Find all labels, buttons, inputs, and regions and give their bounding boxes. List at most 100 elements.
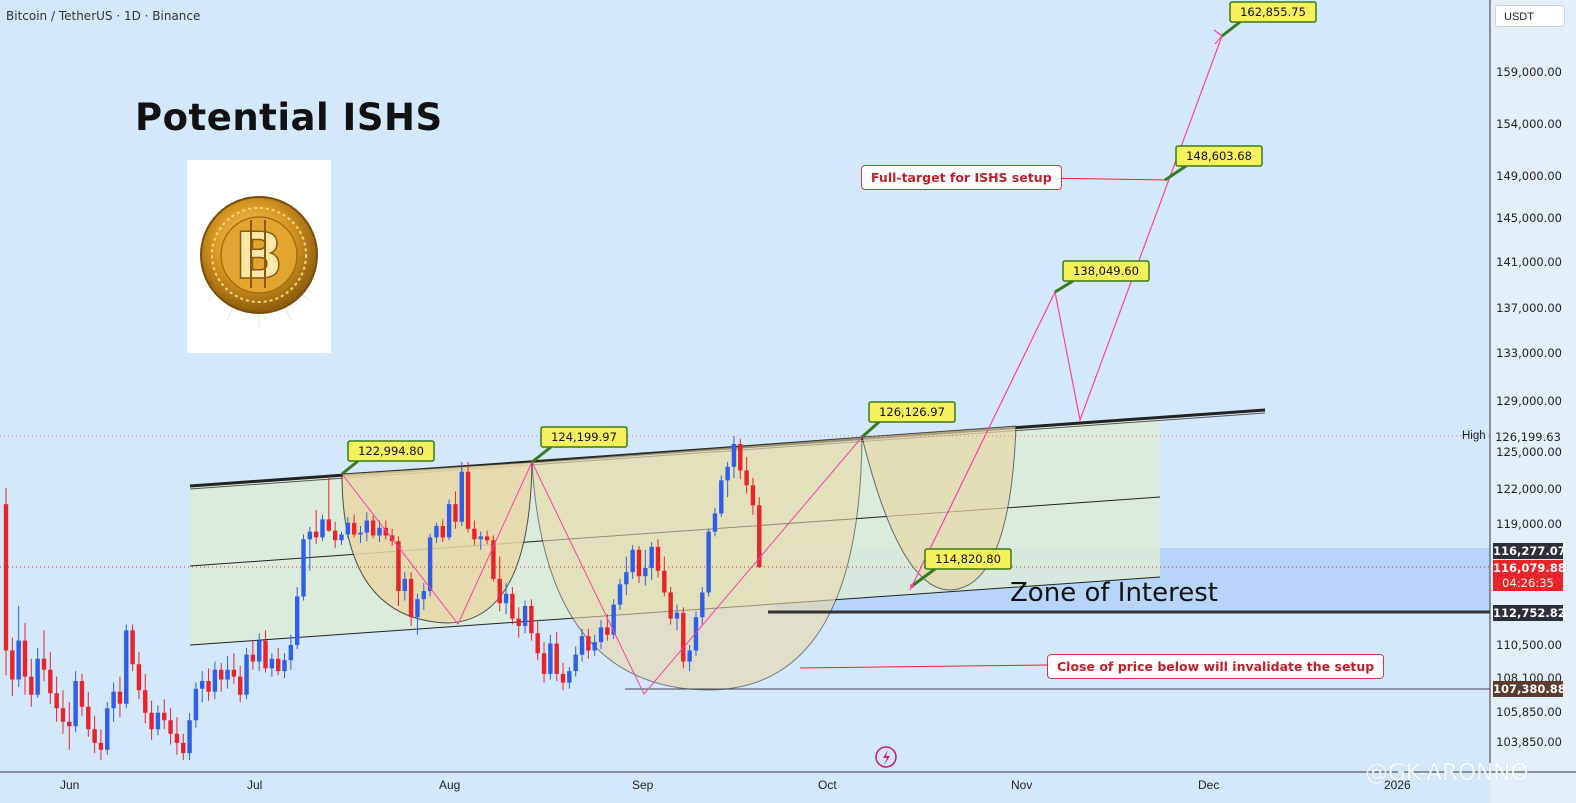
candle-body bbox=[687, 650, 692, 662]
candle-body bbox=[263, 640, 268, 669]
candle-body bbox=[662, 570, 667, 593]
candle-body bbox=[478, 536, 483, 540]
candle-body bbox=[630, 549, 635, 573]
candle-body bbox=[611, 604, 616, 635]
candle-body bbox=[86, 706, 91, 730]
candle-body bbox=[643, 568, 648, 577]
candle-body bbox=[16, 640, 21, 680]
candle-body bbox=[238, 676, 243, 695]
candle-body bbox=[136, 664, 142, 691]
candle-body bbox=[29, 676, 34, 695]
candle-body bbox=[535, 633, 540, 654]
candle-body bbox=[48, 669, 53, 694]
countdown-tag: 04:26:35 bbox=[1493, 575, 1563, 591]
svg-text:B: B bbox=[235, 220, 284, 294]
price-label-box bbox=[924, 548, 1012, 570]
candle-body bbox=[415, 599, 420, 618]
candle-body bbox=[219, 669, 224, 680]
candle-body bbox=[60, 708, 66, 722]
candle-body bbox=[472, 528, 477, 540]
zone-price-tag: 112,752.82 bbox=[1493, 605, 1566, 621]
candle-body bbox=[313, 531, 319, 538]
candle-body bbox=[54, 693, 59, 709]
candle-body bbox=[579, 636, 585, 655]
price-label-pointer bbox=[911, 567, 936, 588]
y-tick-label: 145,000.00 bbox=[1496, 211, 1562, 225]
candle-body bbox=[67, 721, 72, 727]
candle-body bbox=[548, 643, 553, 674]
candle-body bbox=[573, 654, 578, 672]
candle-body bbox=[681, 612, 686, 662]
price-label-text: 148,603.68 bbox=[1186, 149, 1252, 163]
candle-body bbox=[332, 530, 338, 541]
candle-body bbox=[377, 527, 382, 536]
candle-body bbox=[288, 645, 294, 661]
candles-layer bbox=[3, 436, 762, 760]
price-label-pointer bbox=[861, 420, 880, 439]
candle-body bbox=[453, 504, 458, 522]
candle-body bbox=[427, 537, 433, 592]
full-target-callout[interactable]: Full-target for ISHS setup bbox=[861, 165, 1062, 190]
candle-body bbox=[370, 520, 376, 536]
price-label-pointer bbox=[1221, 20, 1241, 38]
x-tick-label: 2026 bbox=[1384, 778, 1411, 792]
price-label-pointer bbox=[531, 445, 552, 464]
price-label-box bbox=[347, 440, 435, 462]
candle-body bbox=[301, 539, 306, 597]
candle-body bbox=[529, 605, 534, 634]
low-price-tag: 107,380.88 bbox=[1493, 681, 1566, 697]
x-tick-label: Oct bbox=[818, 778, 837, 792]
candle-body bbox=[250, 654, 256, 662]
candle-body bbox=[225, 669, 230, 680]
price-label-text: 162,855.75 bbox=[1240, 5, 1306, 19]
candle-body bbox=[307, 531, 313, 540]
x-tick-label: Dec bbox=[1198, 778, 1220, 792]
x-tick-label: Jun bbox=[60, 778, 80, 792]
y-tick-label: 141,000.00 bbox=[1496, 255, 1562, 269]
candle-body bbox=[649, 546, 654, 569]
candle-body bbox=[396, 541, 401, 592]
y-tick-label: 149,000.00 bbox=[1496, 169, 1562, 183]
candle-body bbox=[351, 522, 357, 535]
high-price-tag: 126,199.63 bbox=[1495, 430, 1561, 444]
candle-body bbox=[326, 519, 332, 531]
candle-body bbox=[269, 658, 275, 669]
candle-body bbox=[408, 578, 414, 618]
price-label-box bbox=[1062, 260, 1150, 282]
candle-body bbox=[231, 669, 237, 677]
candle-body bbox=[206, 681, 211, 692]
candle-body bbox=[731, 443, 737, 467]
flash-event-icon bbox=[875, 746, 897, 768]
candle-body bbox=[668, 592, 673, 619]
invalidation-callout[interactable]: Close of price below will invalidate the… bbox=[1047, 654, 1385, 679]
left-shoulder-cup bbox=[341, 461, 533, 624]
currency-selector[interactable]: USDT bbox=[1495, 5, 1565, 27]
candle-body bbox=[491, 540, 496, 579]
y-tick-label: 133,000.00 bbox=[1496, 346, 1562, 360]
y-tick-label: 125,000.00 bbox=[1496, 445, 1562, 459]
candle-body bbox=[275, 658, 281, 672]
price-label-box bbox=[1175, 145, 1263, 167]
candle-body bbox=[605, 627, 610, 635]
flash-event-bolt bbox=[883, 750, 890, 765]
candle-body bbox=[624, 572, 629, 585]
candle-body bbox=[510, 593, 515, 619]
candle-body bbox=[497, 578, 502, 604]
candle-body bbox=[719, 480, 724, 514]
candle-body bbox=[143, 690, 148, 713]
chart-title: Potential ISHS bbox=[135, 96, 443, 139]
candle-body bbox=[92, 729, 97, 743]
invalidation-pointer-line bbox=[799, 664, 1048, 669]
candle-body bbox=[503, 593, 509, 604]
candle-body bbox=[440, 525, 445, 538]
symbol-title: Bitcoin / TetherUS · 1D · Binance bbox=[6, 9, 201, 23]
candle-body bbox=[706, 531, 711, 593]
y-tick-label: 137,000.00 bbox=[1496, 301, 1562, 315]
y-tick-label: 110,500.00 bbox=[1496, 638, 1562, 652]
y-tick-label: 103,850.00 bbox=[1496, 735, 1562, 749]
x-tick-label: Jul bbox=[247, 778, 263, 792]
candle-body bbox=[693, 617, 699, 651]
